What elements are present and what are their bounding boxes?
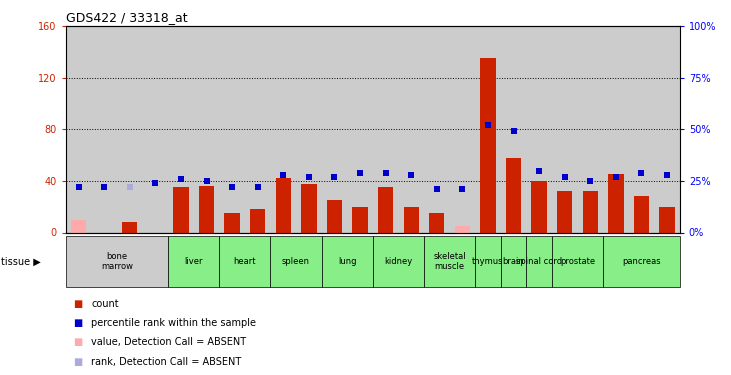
Bar (531, 181, 547, 232)
Bar (327, 200, 342, 232)
Bar (66, 236, 168, 287)
Text: percentile rank within the sample: percentile rank within the sample (91, 318, 257, 328)
Bar (270, 236, 322, 287)
Bar (552, 236, 603, 287)
Text: lung: lung (338, 257, 357, 266)
Bar (373, 236, 424, 287)
Bar (506, 158, 521, 232)
Bar (501, 236, 526, 287)
Text: spleen: spleen (282, 257, 310, 266)
Bar (526, 236, 552, 287)
Text: kidney: kidney (385, 257, 412, 266)
Bar (480, 58, 496, 232)
Text: bone
marrow: bone marrow (101, 252, 133, 271)
Bar (608, 174, 624, 232)
Bar (634, 196, 649, 232)
Text: skeletal
muscle: skeletal muscle (433, 252, 466, 271)
Bar (429, 213, 444, 232)
Bar (557, 191, 572, 232)
Bar (173, 188, 189, 232)
Text: count: count (91, 299, 119, 309)
Bar (219, 236, 270, 287)
Bar (603, 236, 680, 287)
Text: ■: ■ (73, 318, 83, 328)
Text: pancreas: pancreas (622, 257, 661, 266)
Text: spinal cord: spinal cord (516, 257, 562, 266)
Text: GDS422 / 33318_at: GDS422 / 33318_at (66, 11, 187, 24)
Bar (404, 207, 419, 232)
Text: value, Detection Call = ABSENT: value, Detection Call = ABSENT (91, 338, 246, 347)
Text: thymus: thymus (472, 257, 504, 266)
Text: brain: brain (503, 257, 524, 266)
Bar (352, 207, 368, 232)
Text: liver: liver (184, 257, 203, 266)
Bar (583, 191, 598, 232)
Bar (424, 236, 475, 287)
Text: prostate: prostate (560, 257, 595, 266)
Bar (475, 236, 501, 287)
Text: heart: heart (234, 257, 256, 266)
Text: rank, Detection Call = ABSENT: rank, Detection Call = ABSENT (91, 357, 242, 367)
Bar (224, 213, 240, 232)
Text: ■: ■ (73, 338, 83, 347)
Bar (250, 209, 265, 232)
Bar (455, 226, 470, 232)
Text: ■: ■ (73, 357, 83, 367)
Bar (378, 188, 393, 232)
Text: ■: ■ (73, 299, 83, 309)
Bar (122, 222, 137, 232)
Bar (71, 220, 86, 232)
Text: tissue ▶: tissue ▶ (1, 256, 40, 267)
Bar (168, 236, 219, 287)
Bar (276, 178, 291, 232)
Bar (199, 186, 214, 232)
Bar (322, 236, 373, 287)
Bar (301, 183, 317, 232)
Bar (659, 207, 675, 232)
